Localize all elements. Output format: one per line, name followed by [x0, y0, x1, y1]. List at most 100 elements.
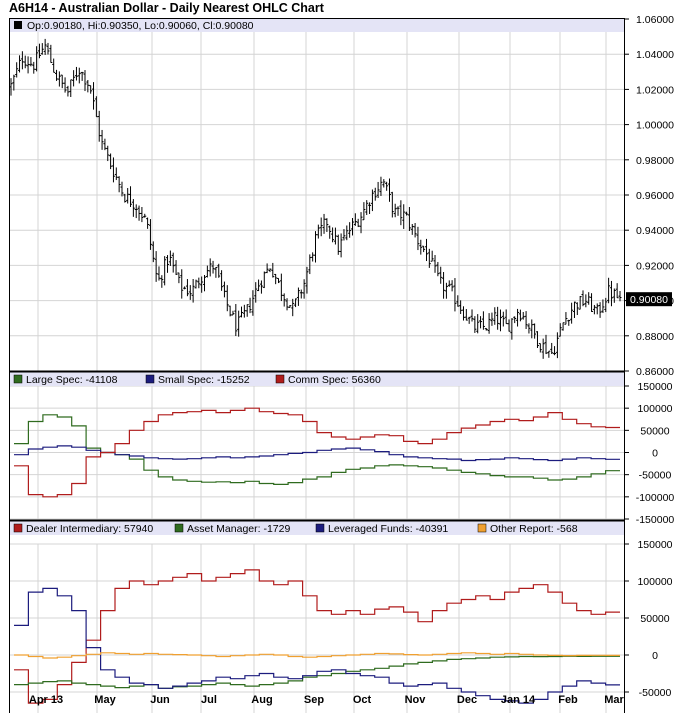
ohlc-bar [214, 266, 218, 278]
ohlc-bar [439, 266, 443, 284]
ohlc-bar [94, 96, 98, 118]
ohlc-bar [544, 334, 548, 355]
month-label: Aug [251, 694, 272, 706]
ohlc-bar [558, 323, 562, 337]
ohlc-bar [422, 245, 426, 253]
ohlc-bar [442, 272, 446, 299]
ohlc-bar [516, 308, 520, 327]
ohlc-bar [114, 167, 118, 181]
ohlc-bar [35, 46, 39, 72]
price-header-band [9, 18, 625, 32]
ohlc-bar [20, 51, 24, 70]
ohlc-bar [29, 57, 33, 67]
ohlc-bar [86, 79, 90, 93]
ohlc-bar [92, 82, 96, 110]
ohlc-bar [555, 332, 559, 359]
ohlc-bar [126, 188, 130, 204]
ohlc-bar [166, 255, 170, 273]
ohlc-bar [211, 260, 215, 274]
ohlc-bar [288, 305, 292, 308]
ohlc-bar [424, 238, 428, 262]
ohlc-bar [191, 279, 195, 303]
ohlc-bar [140, 206, 144, 223]
ohlc-bar [607, 277, 611, 304]
ohlc-bar [52, 58, 56, 73]
ohlc-bar [277, 277, 281, 284]
ohlc-bar [240, 306, 244, 318]
cot-series-line [14, 569, 620, 704]
ohlc-bar [336, 234, 340, 255]
ohlc-bar [257, 279, 261, 292]
ohlc-bar [538, 343, 542, 353]
ohlc-bar [265, 263, 269, 274]
ohlc-bar [316, 224, 320, 239]
ohlc-bar [359, 212, 363, 234]
ohlc-bar [46, 42, 50, 55]
ohlc-bar [308, 254, 312, 275]
ohlc-bar [63, 77, 67, 93]
ohlc-bar [171, 252, 175, 273]
cot-legend-label: Asset Manager: -1729 [187, 523, 290, 535]
price-tick-label: 0.96000 [636, 190, 674, 202]
ohlc-bar [148, 219, 152, 250]
ohlc-bar [481, 311, 485, 330]
price-tick-label: 0.86000 [636, 366, 674, 378]
ohlc-bar [80, 71, 84, 81]
ohlc-bar [69, 79, 73, 97]
cot-tick-label: 50000 [640, 613, 669, 625]
ohlc-bar [299, 289, 303, 299]
ohlc-bar [590, 293, 594, 312]
ohlc-bar [524, 311, 528, 329]
cot-series-line [14, 587, 620, 704]
ohlc-bar [123, 193, 127, 203]
ohlc-bar [427, 248, 431, 268]
ohlc-bar [97, 110, 101, 142]
ohlc-bar [188, 285, 192, 300]
cot-legend-swatch [13, 523, 23, 533]
ohlc-bar [251, 290, 255, 316]
ohlc-bar [618, 291, 622, 302]
ohlc-bar [473, 316, 477, 333]
cot-legend-label: Small Spec: -15252 [158, 374, 250, 386]
ohlc-bar [581, 290, 585, 307]
ohlc-bar [203, 274, 207, 292]
cot-tick-label: -150000 [636, 514, 675, 526]
ohlc-bar [237, 310, 241, 337]
cot-series-line [14, 445, 620, 462]
ohlc-bar [504, 309, 508, 325]
ohlc-bar [146, 217, 150, 229]
ohlc-bar [220, 270, 224, 291]
ohlc-bar [609, 280, 613, 307]
ohlc-bar [592, 304, 596, 315]
ohlc-bar [40, 43, 44, 55]
ohlc-bar [553, 346, 557, 356]
ohlc-bar [151, 241, 155, 263]
ohlc-bar [23, 55, 27, 69]
ohlc-bar [345, 225, 349, 241]
price-tick-label: 1.04000 [636, 49, 674, 61]
ohlc-bar [285, 298, 289, 311]
ohlc-bar [163, 256, 167, 286]
ohlc-bar [254, 282, 258, 303]
ohlc-bar [234, 304, 238, 337]
ohlc-bar [570, 302, 574, 324]
ohlc-bar [547, 350, 551, 358]
ohlc-bar [259, 280, 263, 294]
ohlc-bar [183, 286, 187, 290]
ohlc-bar [595, 303, 599, 315]
ohlc-bar [120, 181, 124, 197]
cot-tick-label: 100000 [637, 403, 672, 415]
month-label: Mar [604, 694, 624, 706]
ohlc-bar [385, 181, 389, 191]
ohlc-bar [370, 189, 374, 212]
ohlc-bar [43, 38, 47, 55]
ohlc-bar [74, 66, 78, 81]
ohlc-bar [541, 338, 545, 359]
cot-tick-label: -100000 [636, 492, 675, 504]
ohlc-bar [484, 327, 488, 331]
ohlc-bar [601, 299, 605, 314]
ohlc-bar [49, 44, 53, 63]
ohlc-bar [328, 225, 332, 239]
last-value-box [626, 292, 672, 307]
